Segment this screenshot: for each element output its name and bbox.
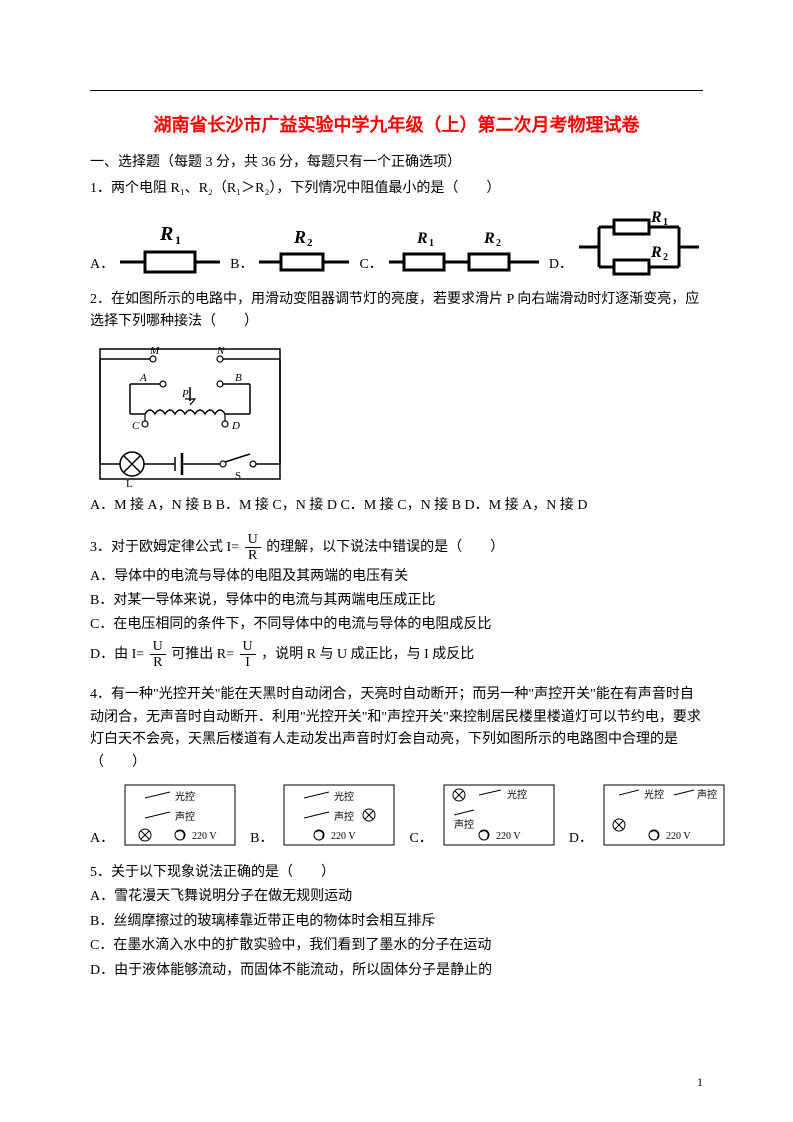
svg-text:光控: 光控 [334, 790, 354, 803]
q3-mid: 的理解，以下说法中错误的是（ ） [266, 540, 504, 555]
svg-text:220 V: 220 V [331, 831, 356, 842]
q1-option-c: C． R 1 R 2 [359, 227, 538, 277]
q5-option-c: C．在墨水滴入水中的扩散实验中，我们看到了墨水的分子在运动 [90, 935, 703, 957]
svg-text:B: B [235, 372, 242, 384]
resistor-r2-icon: R 2 [259, 227, 349, 277]
svg-text:220 V: 220 V [192, 831, 217, 842]
q3-option-b: B．对某一导体来说，导体中的电流与其两端电压成正比 [90, 590, 703, 612]
q4-options: A． 光控 声控 220 V B． 光控 [90, 780, 703, 850]
circuit-c-icon: 光控 声控 220 V [439, 780, 559, 850]
q3-d-post: ，说明 R 与 U 成正比，与 I 成反比 [261, 647, 474, 662]
q1-option-d: D． R 1 R 2 [549, 207, 699, 277]
circuit-a-icon: 光控 声控 220 V [120, 780, 240, 850]
resistor-r1-icon: R 1 [120, 222, 220, 277]
svg-text:220 V: 220 V [496, 831, 521, 842]
svg-text:2: 2 [663, 252, 668, 263]
q4-b-label: B． [250, 828, 273, 850]
section-1-header: 一、选择题（每题 3 分，共 36 分，每题只有一个正确选项） [90, 152, 703, 174]
q1-c-label: C． [359, 254, 382, 276]
q2-options: A．M 接 A，N 接 B B．M 接 C，N 接 D C．M 接 C，N 接 … [90, 495, 703, 517]
q1-option-a: A． R 1 [90, 222, 220, 277]
q5-option-b: B．丝绸摩擦过的玻璃棒靠近带正电的物体时会相互排斥 [90, 911, 703, 933]
fraction-u-over-i: UI [240, 639, 256, 671]
q3-d-mid: 可推出 R= [171, 647, 234, 662]
q1-d-label: D． [549, 254, 573, 276]
q1-option-b: B． R 2 [230, 227, 349, 277]
q2-stem: 2．在如图所示的电路中，用滑动变阻器调节灯的亮度，若要求滑片 P 向右端滑动时灯… [90, 289, 703, 334]
svg-text:光控: 光控 [644, 788, 664, 801]
svg-text:P: P [181, 388, 189, 400]
fraction-u-over-r: UR [245, 532, 261, 564]
svg-text:R: R [650, 244, 662, 261]
svg-text:R: R [483, 230, 495, 247]
page-number: 1 [697, 1073, 703, 1092]
q4-option-c: C． 光控 声控 220 V [409, 780, 558, 850]
q1-b-label: B． [230, 254, 253, 276]
svg-text:L: L [126, 478, 133, 489]
svg-text:R: R [293, 227, 306, 247]
svg-text:声控: 声控 [697, 788, 717, 801]
svg-text:2: 2 [496, 238, 501, 249]
q4-a-label: A． [90, 828, 114, 850]
q5-stem: 5．关于以下现象说法正确的是（ ） [90, 862, 703, 884]
svg-text:光控: 光控 [175, 790, 195, 803]
q3-option-c: C．在电压相同的条件下，不同导体中的电流与导体的电阻成反比 [90, 614, 703, 636]
svg-text:R: R [650, 209, 662, 226]
svg-text:1: 1 [429, 238, 434, 249]
svg-text:M: M [149, 345, 160, 357]
q3-stem: 3．对于欧姆定律公式 I= UR 的理解，以下说法中错误的是（ ） [90, 532, 703, 564]
svg-text:声控: 声控 [175, 810, 195, 823]
svg-text:2: 2 [307, 237, 313, 249]
circuit-b-icon: 光控 声控 220 V [279, 780, 399, 850]
q5-options: A．雪花漫天飞舞说明分子在做无规则运动 B．丝绸摩擦过的玻璃棒靠近带正电的物体时… [90, 886, 703, 982]
q3-options: A．导体中的电流与导体的电阻及其两端的电压有关 B．对某一导体来说，导体中的电流… [90, 566, 703, 671]
q3-prefix: 3．对于欧姆定律公式 I= [90, 540, 239, 555]
q3-d-pre: D．由 I= [90, 647, 144, 662]
resistors-parallel-icon: R 1 R 2 [579, 207, 699, 277]
q1-options: A． R 1 B． R 2 C． R 1 R [90, 207, 703, 277]
q3-option-d: D．由 I= UR 可推出 R= UI ，说明 R 与 U 成正比，与 I 成反… [90, 639, 703, 671]
q3-option-a: A．导体中的电流与导体的电阻及其两端的电压有关 [90, 566, 703, 588]
svg-text:声控: 声控 [334, 810, 354, 823]
q1-stem: 1．两个电阻 R₁、R₂（R₁＞R₂），下列情况中阻值最小的是（ ） [90, 178, 703, 200]
svg-text:A: A [139, 372, 147, 384]
q4-option-d: D． 光控 声控 220 V [569, 780, 729, 850]
svg-text:光控: 光控 [507, 788, 527, 801]
svg-text:S: S [235, 470, 241, 482]
rheostat-circuit-diagram: M N A B P C D L [90, 339, 290, 489]
svg-text:1: 1 [175, 233, 181, 247]
q5-option-a: A．雪花漫天飞舞说明分子在做无规则运动 [90, 886, 703, 908]
svg-text:声控: 声控 [454, 818, 474, 831]
q4-d-label: D． [569, 828, 593, 850]
q5-option-d: D．由于液体能够流动，而固体不能流动，所以固体分子是静止的 [90, 960, 703, 982]
resistors-series-icon: R 1 R 2 [389, 227, 539, 277]
circuit-d-icon: 光控 声控 220 V [599, 780, 729, 850]
q1-a-label: A． [90, 254, 114, 276]
svg-text:R: R [416, 230, 428, 247]
q4-option-b: B． 光控 声控 220 V [250, 780, 399, 850]
q4-stem: 4．有一种"光控开关"能在天黑时自动闭合，天亮时自动断开；而另一种"声控开关"能… [90, 684, 703, 774]
q4-c-label: C． [409, 828, 432, 850]
top-rule [90, 90, 703, 91]
svg-text:N: N [216, 345, 225, 357]
svg-text:220 V: 220 V [666, 831, 691, 842]
svg-text:C: C [132, 420, 140, 432]
svg-text:D: D [231, 420, 240, 432]
exam-title: 湖南省长沙市广益实验中学九年级（上）第二次月考物理试卷 [90, 111, 703, 140]
fraction-u-over-r-2: UR [150, 639, 166, 671]
svg-text:R: R [159, 223, 173, 245]
q4-option-a: A． 光控 声控 220 V [90, 780, 240, 850]
